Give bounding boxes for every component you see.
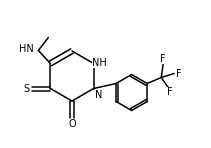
Text: F: F	[176, 69, 181, 78]
Text: O: O	[68, 119, 76, 128]
Text: S: S	[24, 83, 30, 94]
Text: F: F	[167, 87, 173, 97]
Text: HN: HN	[19, 44, 34, 53]
Text: NH: NH	[92, 58, 107, 67]
Text: N: N	[95, 90, 103, 99]
Text: F: F	[160, 54, 166, 64]
